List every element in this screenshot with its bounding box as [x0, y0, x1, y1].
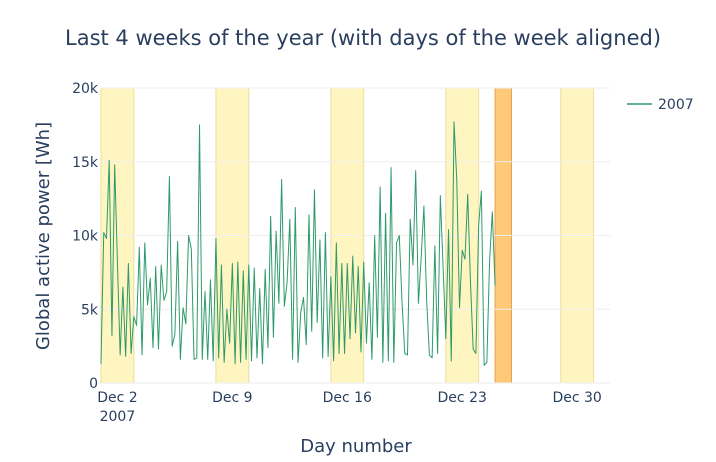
x-tick-label: Dec 30	[552, 390, 601, 406]
legend-label-2007: 2007	[658, 97, 694, 113]
y-tick-label: 5k	[81, 302, 99, 318]
x-axis-year-label: 2007	[100, 409, 136, 425]
x-axis-ticks: Dec 2 Dec 9 Dec 16 Dec 23 Dec 30	[97, 390, 602, 406]
y-tick-label: 15k	[72, 155, 99, 171]
x-tick-label: Dec 16	[323, 390, 372, 406]
x-tick-label: Dec 9	[212, 390, 252, 406]
y-tick-label: 20k	[72, 81, 99, 97]
legend[interactable]: 2007	[627, 97, 694, 113]
x-tick-label: Dec 23	[438, 390, 487, 406]
chart-title: Last 4 weeks of the year (with days of t…	[65, 26, 661, 50]
y-tick-label: 0	[89, 376, 98, 392]
y-axis-ticks: 0 5k 10k 15k 20k	[72, 81, 99, 392]
x-axis-title: Day number	[300, 436, 412, 457]
y-axis-title: Global active power [Wh]	[33, 122, 54, 350]
series-line-2007	[100, 121, 496, 366]
x-tick-label: Dec 2	[97, 390, 137, 406]
y-tick-label: 10k	[72, 229, 99, 245]
gridlines	[101, 87, 610, 384]
series-lines	[100, 121, 496, 366]
